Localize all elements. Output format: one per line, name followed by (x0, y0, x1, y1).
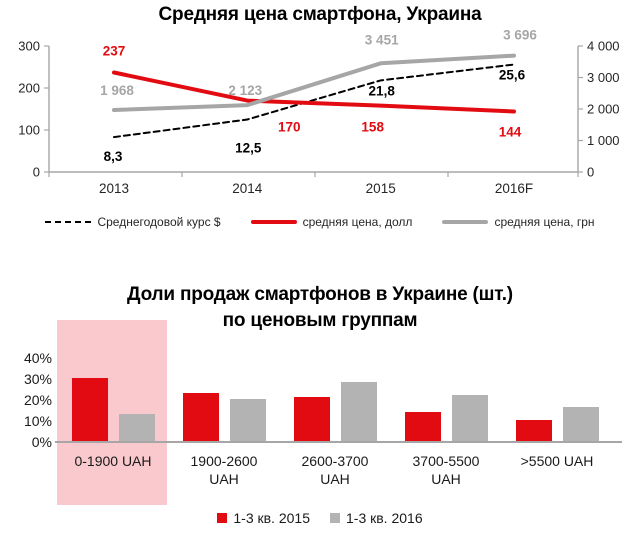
right-axis-tick-label: 4 000 (587, 39, 620, 54)
left-axis-tick-label: 0 (33, 165, 40, 180)
legend-marker-icon (442, 220, 489, 224)
left-axis-tick-label: 300 (18, 39, 40, 54)
right-axis-tick-label: 0 (587, 165, 594, 180)
legend-label: средняя цена, грн (494, 215, 595, 229)
bar-category-label: 0-1900 UAH (74, 453, 152, 469)
series-line-1 (112, 70, 516, 114)
price-chart-title: Средняя цена смартфона, Украина (158, 4, 482, 25)
share-chart-legend: 1-3 кв. 2015 1-3 кв. 2016 (0, 508, 640, 528)
legend-item-0: Среднегодовой курс $ (45, 215, 221, 229)
data-label-series-0: 25,6 (499, 67, 526, 82)
bar-2015-group-0 (71, 378, 108, 441)
y-axis-tick-label: 40% (23, 350, 52, 366)
data-label-series-0: 21,8 (369, 83, 396, 98)
bar-2016-group-1 (229, 399, 266, 441)
share-chart-title: Доли продаж смартфонов в Украине (шт.) п… (0, 282, 640, 334)
legend-label: средняя цена, долл (302, 215, 413, 229)
data-label-series-2: 3 451 (365, 32, 399, 47)
y-axis-tick-label: 20% (23, 392, 52, 408)
series-line-0 (113, 63, 515, 139)
data-label-series-1: 237 (103, 43, 126, 58)
bar-2016-group-0 (118, 413, 155, 441)
share-chart-title-line1: Доли продаж смартфонов в Украине (шт.) (127, 284, 513, 305)
right-axis-tick-label: 3 000 (587, 70, 620, 85)
data-label-series-0: 12,5 (235, 141, 262, 156)
y-axis-tick-label: 10% (23, 413, 52, 429)
right-axis-tick-label: 2 000 (587, 102, 620, 117)
bar-2015-group-1 (182, 392, 219, 441)
right-axis-tick-label: 1 000 (587, 133, 620, 148)
series-line-2 (112, 53, 516, 112)
legend-label: 1-3 кв. 2015 (233, 510, 310, 526)
legend-swatch-icon (330, 513, 340, 523)
data-label-series-0: 8,3 (104, 149, 123, 164)
x-axis-category-label: 2014 (232, 181, 263, 196)
bar-2016-group-3 (451, 394, 488, 441)
bar-category-label: 2600-3700 UAH (301, 453, 369, 487)
legend-label: Среднегодовой курс $ (97, 215, 221, 229)
bar-2016-group-4 (562, 407, 599, 441)
left-axis-tick-label: 100 (18, 123, 40, 138)
data-label-series-2: 3 696 (503, 28, 537, 43)
legend-marker-icon (250, 220, 297, 224)
legend-marker-icon (45, 221, 92, 223)
bar-2015-group-4 (515, 420, 552, 441)
legend-swatch-icon (217, 513, 228, 523)
bar-category-label: 1900-2600 UAH (190, 453, 258, 487)
legend-label: 1-3 кв. 2016 (346, 510, 423, 526)
bar-legend-item-1: 1-3 кв. 2016 (330, 510, 423, 526)
bar-2015-group-3 (404, 411, 441, 441)
legend-item-1: средняя цена, долл (250, 215, 413, 229)
data-label-series-1: 144 (499, 125, 522, 140)
bar-2015-group-2 (293, 396, 330, 441)
left-axis-tick-label: 200 (18, 81, 40, 96)
data-label-series-1: 170 (278, 120, 301, 135)
y-axis-tick-label: 0% (31, 434, 52, 450)
data-label-series-2: 1 968 (100, 83, 134, 98)
y-axis-tick-label: 30% (23, 371, 52, 387)
bar-2016-group-2 (340, 382, 377, 441)
x-axis-category-label: 2013 (99, 181, 129, 196)
legend-item-2: средняя цена, грн (442, 215, 595, 229)
x-axis-line (55, 441, 622, 443)
data-label-series-1: 158 (361, 120, 384, 135)
bar-legend-item-0: 1-3 кв. 2015 (217, 510, 310, 526)
x-axis-category-label: 2016F (495, 181, 533, 196)
price-chart-legend: Среднегодовой курс $ средняя цена, долл ср… (0, 213, 640, 231)
x-axis-category-label: 2015 (366, 181, 396, 196)
bar-category-label: >5500 UAH (520, 453, 594, 469)
bar-category-label: 3700-5500 UAH (412, 453, 480, 487)
price-line-chart: 300 200 100 0 4 000 3 000 2 000 1 000 0 2013 2014 2… (18, 28, 620, 196)
share-chart-title-line2: по ценовым группам (222, 310, 418, 331)
data-label-series-2: 2 123 (228, 83, 262, 98)
